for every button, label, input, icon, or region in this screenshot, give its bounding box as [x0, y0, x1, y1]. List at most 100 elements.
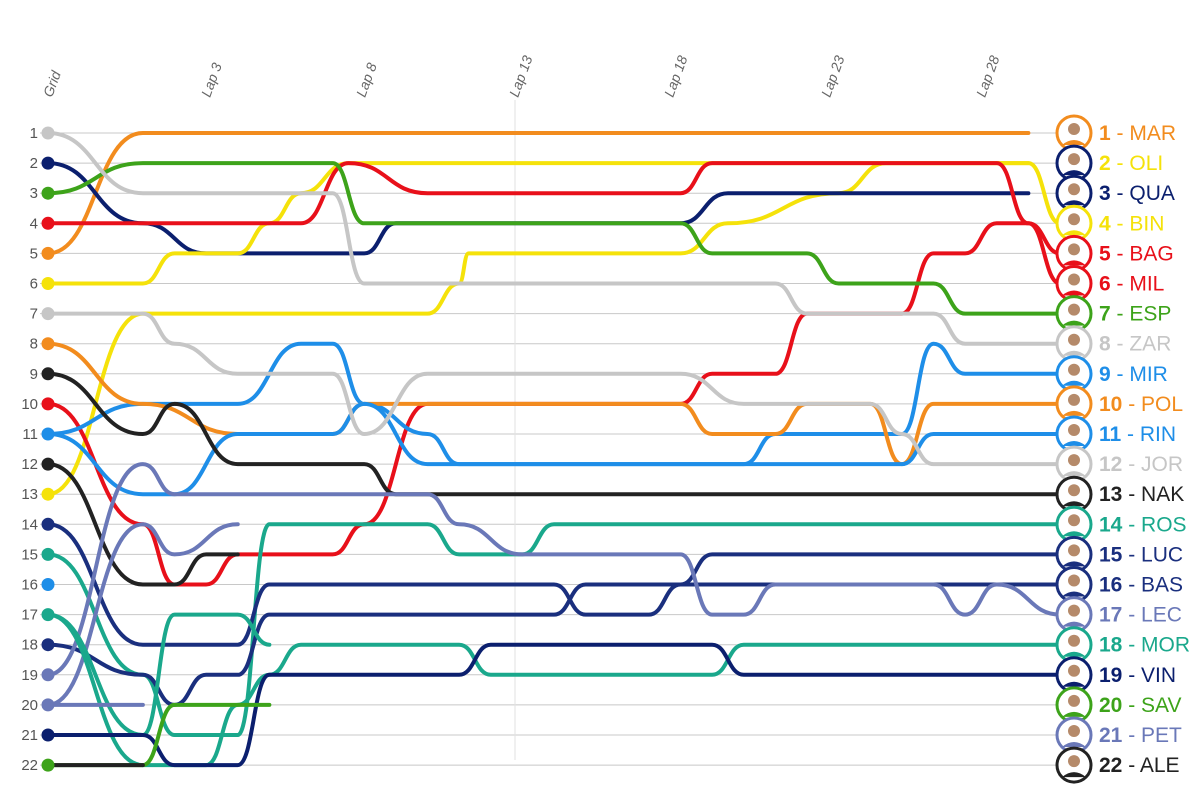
grid-dot-15	[41, 547, 55, 561]
legend-label: 17 - LEC	[1099, 604, 1182, 627]
legend-rider-code: VIN	[1141, 664, 1176, 687]
finish-legend: 1 - MAR 2 - OLI 3 - QUA 4 - BIN 5 - BAG 6 - M…	[1055, 114, 1190, 784]
legend-position: 2	[1099, 152, 1111, 175]
legend-position: 10	[1099, 393, 1122, 416]
legend-entry-mir: 9 - MIR	[1055, 355, 1168, 393]
grid-dot-10	[41, 397, 55, 411]
lap-label-0: Grid	[40, 68, 64, 99]
legend-label: 20 - SAV	[1099, 694, 1182, 717]
lap-label-5: Lap 23	[818, 53, 848, 99]
legend-entry-jor: 12 - JOR	[1055, 445, 1183, 483]
legend-entry-bag: 5 - BAG	[1055, 234, 1174, 272]
legend-entry-mar: 1 - MAR	[1055, 114, 1176, 152]
position-label-15: 15	[21, 546, 38, 563]
grid-dot-16	[41, 578, 55, 591]
grid-dot-6	[41, 277, 55, 290]
position-label-5: 5	[30, 245, 38, 262]
legend-entry-qua: 3 - QUA	[1055, 174, 1175, 212]
legend-entry-ale: 22 - ALE	[1055, 746, 1180, 784]
rider-avatar-face	[1068, 393, 1080, 406]
legend-separator: -	[1122, 664, 1141, 687]
legend-rider-code: ZAR	[1129, 333, 1171, 356]
grid-dot-5	[41, 246, 55, 260]
legend-entry-mil: 6 - MIL	[1055, 265, 1164, 302]
position-grid-lines	[40, 132, 1060, 766]
grid-dot-4	[41, 216, 55, 230]
rider-line-mar	[46, 130, 1031, 256]
legend-position: 11	[1099, 423, 1122, 446]
legend-entry-rin: 11 - RIN	[1055, 415, 1176, 453]
legend-separator: -	[1122, 694, 1141, 717]
grid-dot-13	[41, 487, 55, 501]
rider-avatar-face	[1068, 273, 1080, 286]
legend-separator: -	[1111, 303, 1130, 326]
rider-paths	[46, 130, 1062, 768]
position-label-17: 17	[21, 607, 38, 624]
legend-label: 8 - ZAR	[1099, 333, 1171, 356]
legend-rider-code: MIR	[1129, 363, 1168, 386]
grid-dot-14	[41, 517, 55, 531]
rider-avatar-shoulders	[1062, 681, 1086, 687]
legend-separator: -	[1111, 273, 1130, 296]
rider-avatar-shoulders	[1062, 531, 1086, 537]
grid-dot-12	[41, 457, 55, 471]
legend-separator: -	[1122, 574, 1141, 597]
rider-avatar-face	[1068, 183, 1080, 196]
position-label-13: 13	[21, 486, 38, 503]
lap-label-2: Lap 8	[353, 60, 380, 99]
position-label-21: 21	[21, 727, 38, 744]
legend-rider-code: NAK	[1141, 483, 1184, 506]
rider-avatar-face	[1068, 213, 1080, 226]
rider-line-lec_b	[46, 462, 1062, 677]
legend-position: 9	[1099, 363, 1111, 386]
legend-separator: -	[1111, 363, 1130, 386]
legend-rider-code: JOR	[1141, 453, 1183, 476]
rider-line-vin	[46, 642, 1062, 768]
grid-dot-21	[41, 728, 55, 742]
rider-avatar-shoulders	[1062, 350, 1086, 356]
legend-rider-code: LEC	[1141, 604, 1182, 627]
legend-rider-code: ALE	[1140, 754, 1180, 777]
lap-label-3: Lap 13	[506, 53, 536, 99]
rider-line-jor	[46, 311, 1062, 467]
legend-separator: -	[1121, 423, 1140, 446]
legend-separator: -	[1122, 543, 1141, 566]
legend-entry-oli: 2 - OLI	[1055, 144, 1163, 182]
legend-rider-code: BIN	[1129, 212, 1164, 235]
rider-avatar-shoulders	[1062, 561, 1086, 567]
rider-avatar-face	[1068, 363, 1080, 376]
rider-avatar-face	[1068, 574, 1080, 587]
rider-avatar-face	[1068, 454, 1080, 467]
rider-avatar-face	[1068, 694, 1080, 707]
legend-position: 6	[1099, 273, 1111, 296]
legend-label: 5 - BAG	[1099, 242, 1174, 265]
legend-label: 3 - QUA	[1099, 182, 1175, 205]
legend-position: 12	[1099, 453, 1122, 476]
rider-avatar-face	[1068, 123, 1080, 135]
legend-entry-bin: 4 - BIN	[1055, 204, 1164, 242]
legend-label: 9 - MIR	[1099, 363, 1168, 386]
legend-label: 19 - VIN	[1099, 664, 1176, 687]
legend-position: 14	[1099, 513, 1123, 536]
legend-label: 10 - POL	[1099, 393, 1183, 416]
legend-label: 14 - ROS	[1099, 513, 1187, 536]
legend-label: 6 - MIL	[1099, 273, 1164, 296]
rider-avatar-shoulders	[1062, 591, 1086, 597]
grid-dot-9	[41, 367, 55, 381]
rider-line-zar	[46, 131, 1062, 346]
position-label-19: 19	[21, 667, 38, 684]
legend-rider-code: BAG	[1129, 242, 1173, 265]
rider-avatar-shoulders	[1062, 410, 1086, 416]
position-label-22: 22	[21, 757, 38, 774]
legend-rider-code: LUC	[1141, 543, 1183, 566]
rider-avatar-shoulders	[1062, 140, 1086, 145]
rider-avatar-face	[1068, 303, 1080, 316]
legend-rider-code: PET	[1141, 724, 1182, 747]
rider-avatar-face	[1068, 755, 1080, 768]
legend-rider-code: QUA	[1129, 182, 1175, 205]
rider-avatar-shoulders	[1062, 260, 1086, 266]
grid-dot-22	[41, 758, 55, 772]
legend-position: 8	[1099, 333, 1111, 356]
legend-label: 1 - MAR	[1099, 122, 1176, 145]
